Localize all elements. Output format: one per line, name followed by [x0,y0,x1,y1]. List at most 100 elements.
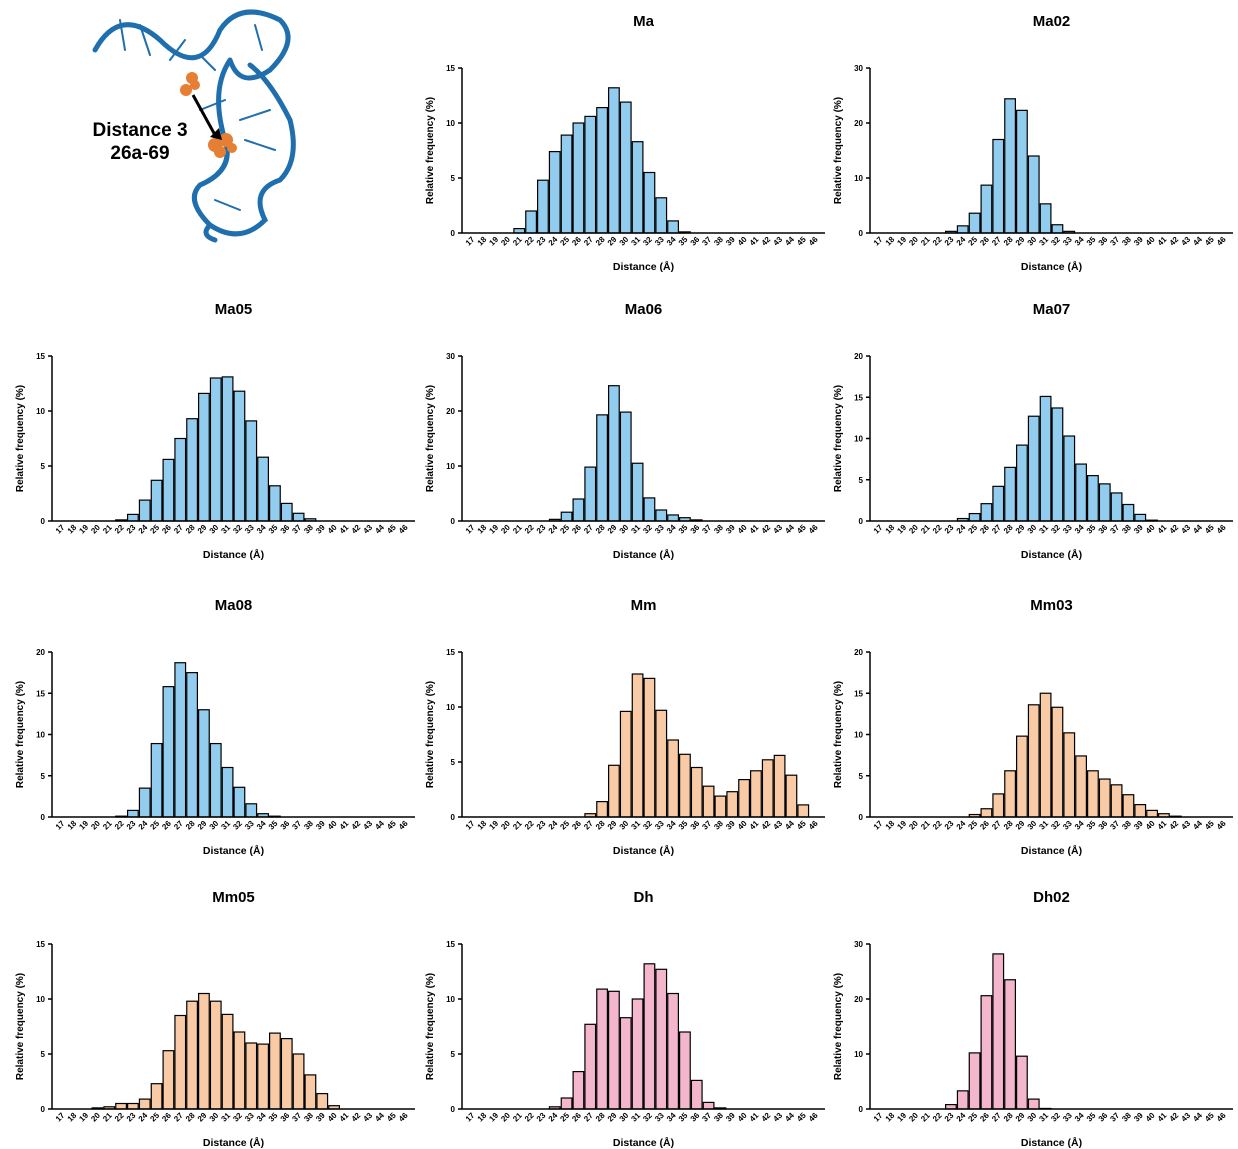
y-axis-title: Relative frequency (%) [833,385,844,492]
x-axis-title: Distance (Å) [1021,548,1082,561]
y-axis-title: Relative frequency (%) [425,385,436,492]
bar [1017,110,1028,233]
x-axis-title: Distance (Å) [203,548,264,561]
bar [1005,467,1016,521]
x-tick-label: 46 [397,819,410,832]
bar [187,419,198,521]
bar [1040,396,1051,521]
y-tick-label: 0 [451,229,456,238]
y-axis-title: Relative frequency (%) [15,973,26,1080]
bar [199,710,210,817]
bar [981,185,992,233]
bar [258,457,269,521]
bar [573,499,584,521]
x-tick-label: 46 [397,1111,410,1124]
bar [270,1033,281,1109]
bar [128,514,139,521]
bar [573,1072,584,1109]
y-tick-label: 0 [451,1105,456,1114]
y-axis-title: Relative frequency (%) [833,973,844,1080]
bar [957,1091,968,1109]
bar [246,804,257,817]
bar [234,787,245,817]
bar [585,116,596,233]
y-tick-label: 0 [41,813,46,822]
x-tick-label: 46 [807,523,820,536]
bar [151,1084,162,1109]
bar [632,142,643,233]
x-tick-label: 46 [1215,819,1228,832]
bar [691,768,702,818]
y-tick-label: 20 [854,119,863,128]
bar [656,969,667,1109]
bar [1017,445,1028,521]
chart-panel: Ma08171819202122232425262728293031323334… [15,597,415,857]
y-tick-label: 5 [41,772,46,781]
x-tick-label: 46 [1215,523,1228,536]
bar [270,486,281,521]
bar [969,514,980,521]
bar [151,480,162,521]
y-tick-label: 15 [446,648,455,657]
bar [632,463,643,521]
bar [234,1032,245,1109]
y-tick-label: 5 [41,462,46,471]
chart-title: Ma05 [215,301,253,318]
bar [187,673,198,817]
y-tick-label: 30 [854,940,863,949]
bar [1123,795,1134,817]
x-axis-title: Distance (Å) [1021,1136,1082,1149]
bar [668,740,679,817]
bar [561,512,572,521]
y-tick-label: 0 [451,517,456,526]
bar [1040,693,1051,817]
y-axis-title: Relative frequency (%) [425,973,436,1080]
y-tick-label: 30 [446,352,455,361]
bar [656,710,667,817]
bar [668,221,679,233]
bar [993,954,1004,1109]
bar [762,760,773,817]
y-tick-label: 20 [854,352,863,361]
bar [293,513,304,521]
chart-title: Ma [633,13,654,30]
x-tick-label: 46 [1215,235,1228,248]
chart-title: Ma07 [1033,301,1071,318]
y-tick-label: 30 [854,64,863,73]
y-tick-label: 15 [446,940,455,949]
x-tick-label: 46 [807,819,820,832]
bar [597,802,608,817]
x-axis-title: Distance (Å) [203,1136,264,1149]
bar [305,1075,316,1109]
bar [175,1016,186,1110]
y-tick-label: 10 [36,407,45,416]
y-tick-label: 10 [446,995,455,1004]
bar [656,198,667,233]
chart-title: Dh [634,889,654,906]
bar [1123,505,1134,522]
bar [561,1098,572,1109]
y-tick-label: 20 [854,648,863,657]
bar [293,1054,304,1109]
chart-title: Mm [631,597,657,614]
y-tick-label: 15 [36,940,45,949]
bar [1017,1056,1028,1109]
y-tick-label: 10 [446,703,455,712]
bar [281,1039,292,1109]
bar [1040,204,1051,233]
bar [993,794,1004,817]
bar [246,1043,257,1109]
bar [1005,980,1016,1109]
y-tick-label: 10 [446,462,455,471]
y-tick-label: 0 [451,813,456,822]
x-tick-label: 46 [807,235,820,248]
bar [199,994,210,1110]
bar [1076,756,1087,817]
bar [691,1080,702,1109]
bar [715,796,726,817]
bar [317,1094,328,1109]
bar [644,498,655,521]
